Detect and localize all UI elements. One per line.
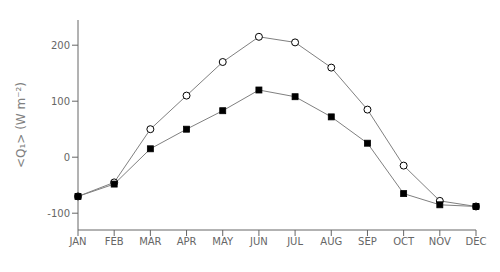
svg-text:DEC: DEC <box>465 236 486 247</box>
svg-text:JUN: JUN <box>249 236 268 247</box>
svg-text:<Q₁> (W m⁻²): <Q₁> (W m⁻²) <box>14 82 28 168</box>
svg-text:FEB: FEB <box>105 236 124 247</box>
svg-text:JUL: JUL <box>286 236 303 247</box>
svg-text:100: 100 <box>51 96 70 107</box>
svg-text:SEP: SEP <box>358 236 377 247</box>
svg-text:JAN: JAN <box>68 236 86 247</box>
svg-text:200: 200 <box>51 40 70 51</box>
svg-text:MAR: MAR <box>139 236 161 247</box>
svg-text:0: 0 <box>64 152 70 163</box>
svg-text:OCT: OCT <box>393 236 415 247</box>
svg-text:-100: -100 <box>47 208 70 219</box>
svg-text:NOV: NOV <box>429 236 451 247</box>
svg-text:AUG: AUG <box>320 236 342 247</box>
svg-text:APR: APR <box>177 236 197 247</box>
svg-text:MAY: MAY <box>212 236 234 247</box>
